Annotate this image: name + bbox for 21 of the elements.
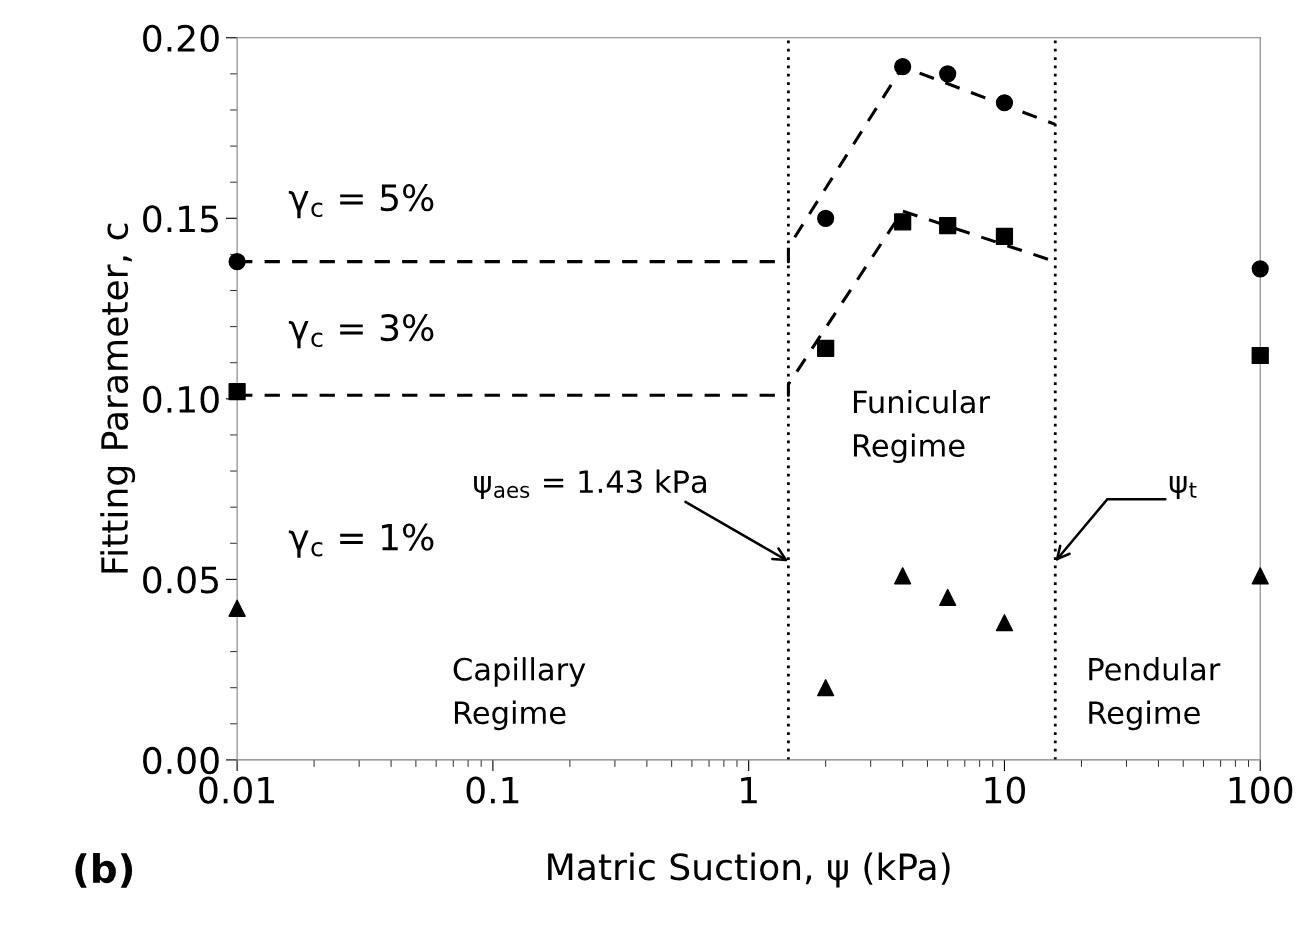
x-tick-label: 0.1: [466, 776, 519, 804]
y-axis-title: Fitting Parameter, c: [100, 223, 136, 573]
annotation: Funicular Regime: [853, 389, 991, 463]
x-tick-label: 10: [985, 776, 1026, 804]
y-tick-label: 0.20: [143, 24, 219, 52]
annotation: ψ$_{t}$: [1169, 475, 1197, 499]
y-tick-label: 0.05: [143, 566, 218, 594]
annotation: γ$_{c}$ = 3%: [288, 313, 434, 349]
x-tick-label: 1: [741, 777, 757, 804]
annotation: Capillary Regime: [453, 657, 586, 731]
y-tick-label: 0.15: [143, 205, 218, 233]
x-axis-title: Matric Suction, ψ (kPa): [548, 852, 950, 888]
text: (b): [75, 853, 133, 888]
y-tick-label: 0.00: [143, 746, 219, 775]
annotation: Pendular Regime: [1089, 657, 1221, 731]
y-tick-label: 0.10: [143, 385, 219, 414]
x-tick-label: 100: [1229, 776, 1293, 804]
x-tick-label: 0.01: [199, 776, 274, 804]
annotation: γ$_{c}$ = 5%: [288, 184, 434, 219]
annotation: γ$_{c}$ = 1%: [288, 523, 434, 558]
annotation: ψ$_{aes}$ = 1.43 kPa: [474, 469, 706, 500]
